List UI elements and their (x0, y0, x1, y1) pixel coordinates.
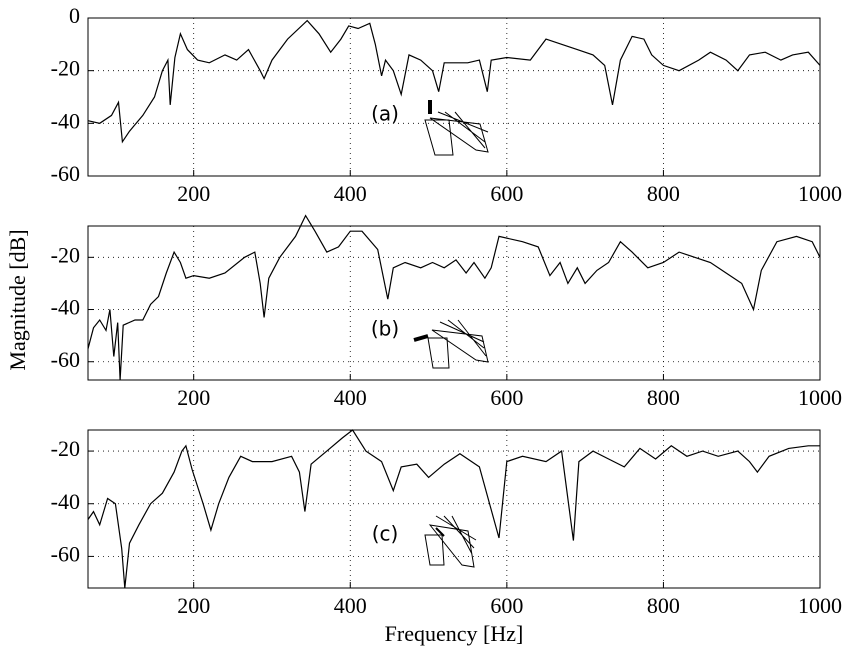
x-tick-label: 400 (334, 181, 367, 206)
y-tick-label: -60 (51, 347, 80, 372)
plot-frame (87, 17, 821, 177)
x-tick-label: 400 (334, 385, 367, 410)
x-axis-label: Frequency [Hz] (385, 621, 524, 646)
y-tick-label: 0 (69, 3, 80, 28)
panel-annotation: (c) (372, 522, 399, 546)
series-line (87, 429, 820, 589)
inset-a (424, 100, 489, 156)
x-tick-label: 800 (647, 181, 680, 206)
y-tick-label: -40 (51, 489, 80, 514)
y-tick-label: -40 (51, 295, 80, 320)
panel-annotation: (a) (371, 102, 399, 126)
plot-frame (87, 225, 821, 381)
inset-b (413, 319, 489, 369)
x-tick-label: 200 (177, 181, 210, 206)
x-tick-label: 600 (490, 593, 523, 618)
plot-frame (87, 429, 821, 589)
x-tick-label: 800 (647, 593, 680, 618)
y-axis-label: Magnitude [dB] (5, 229, 30, 370)
x-tick-label: 600 (490, 181, 523, 206)
x-tick-label: 200 (177, 593, 210, 618)
y-tick-label: -40 (51, 108, 80, 133)
x-tick-label: 800 (647, 385, 680, 410)
series-line (87, 19, 821, 144)
x-tick-label: 200 (177, 385, 210, 410)
y-tick-label: -20 (51, 242, 80, 267)
x-tick-label: 400 (334, 593, 367, 618)
y-tick-label: -20 (51, 56, 80, 81)
x-tick-label: 1000 (798, 181, 842, 206)
x-tick-label: 1000 (798, 593, 842, 618)
y-tick-label: -20 (51, 436, 80, 461)
x-tick-label: 1000 (798, 385, 842, 410)
panel-annotation: (b) (371, 317, 399, 341)
y-tick-label: -60 (51, 161, 80, 186)
y-tick-label: -60 (51, 541, 80, 566)
x-tick-label: 600 (490, 385, 523, 410)
series-line (87, 214, 821, 381)
inset-c (424, 515, 477, 568)
